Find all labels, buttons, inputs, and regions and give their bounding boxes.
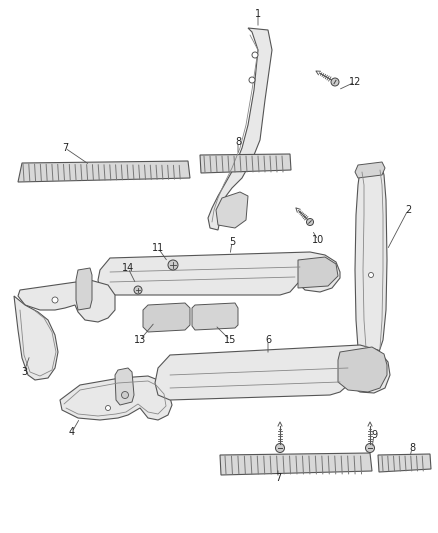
Text: 5: 5 [229,237,235,247]
Polygon shape [115,368,134,405]
Text: 11: 11 [152,243,164,253]
Text: 8: 8 [409,443,415,453]
Polygon shape [76,268,92,310]
Circle shape [252,52,258,58]
Text: 8: 8 [235,137,241,147]
Polygon shape [18,280,115,322]
Polygon shape [378,454,431,472]
Polygon shape [338,347,387,392]
Circle shape [331,78,339,86]
Circle shape [52,297,58,303]
Text: 10: 10 [312,235,324,245]
Text: 7: 7 [275,473,281,483]
Text: 14: 14 [122,263,134,273]
Circle shape [106,406,110,410]
Text: 13: 13 [134,335,146,345]
Text: 4: 4 [69,427,75,437]
Circle shape [134,286,142,294]
Polygon shape [355,162,385,178]
Circle shape [365,443,374,453]
Polygon shape [355,165,387,358]
Polygon shape [143,303,190,332]
Text: 1: 1 [255,9,261,19]
Circle shape [121,392,128,399]
Circle shape [168,260,178,270]
Polygon shape [220,453,372,475]
Circle shape [249,77,255,83]
Text: 3: 3 [21,367,27,377]
Circle shape [276,443,285,453]
Circle shape [307,219,314,225]
Polygon shape [155,345,390,400]
Text: 15: 15 [224,335,236,345]
Polygon shape [98,252,340,295]
Text: 2: 2 [405,205,411,215]
Circle shape [368,272,374,278]
Polygon shape [14,296,58,380]
Text: 7: 7 [62,143,68,153]
Text: 9: 9 [371,430,377,440]
Text: 6: 6 [265,335,271,345]
Polygon shape [298,257,338,288]
Polygon shape [192,303,238,330]
Polygon shape [200,154,291,173]
Text: 12: 12 [349,77,361,87]
Polygon shape [216,192,248,228]
Polygon shape [208,28,272,230]
Polygon shape [18,161,190,182]
Polygon shape [60,376,172,420]
